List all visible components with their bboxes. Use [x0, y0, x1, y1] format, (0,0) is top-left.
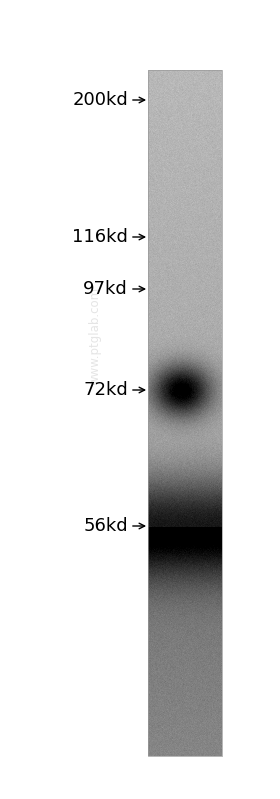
Text: 72kd: 72kd [83, 381, 128, 399]
Text: 56kd: 56kd [83, 517, 128, 535]
Bar [148, 70, 222, 756]
Text: www.ptglab.com: www.ptglab.com [88, 287, 101, 384]
Text: 97kd: 97kd [83, 280, 128, 298]
Text: 200kd: 200kd [72, 91, 128, 109]
Text: 116kd: 116kd [72, 228, 128, 246]
